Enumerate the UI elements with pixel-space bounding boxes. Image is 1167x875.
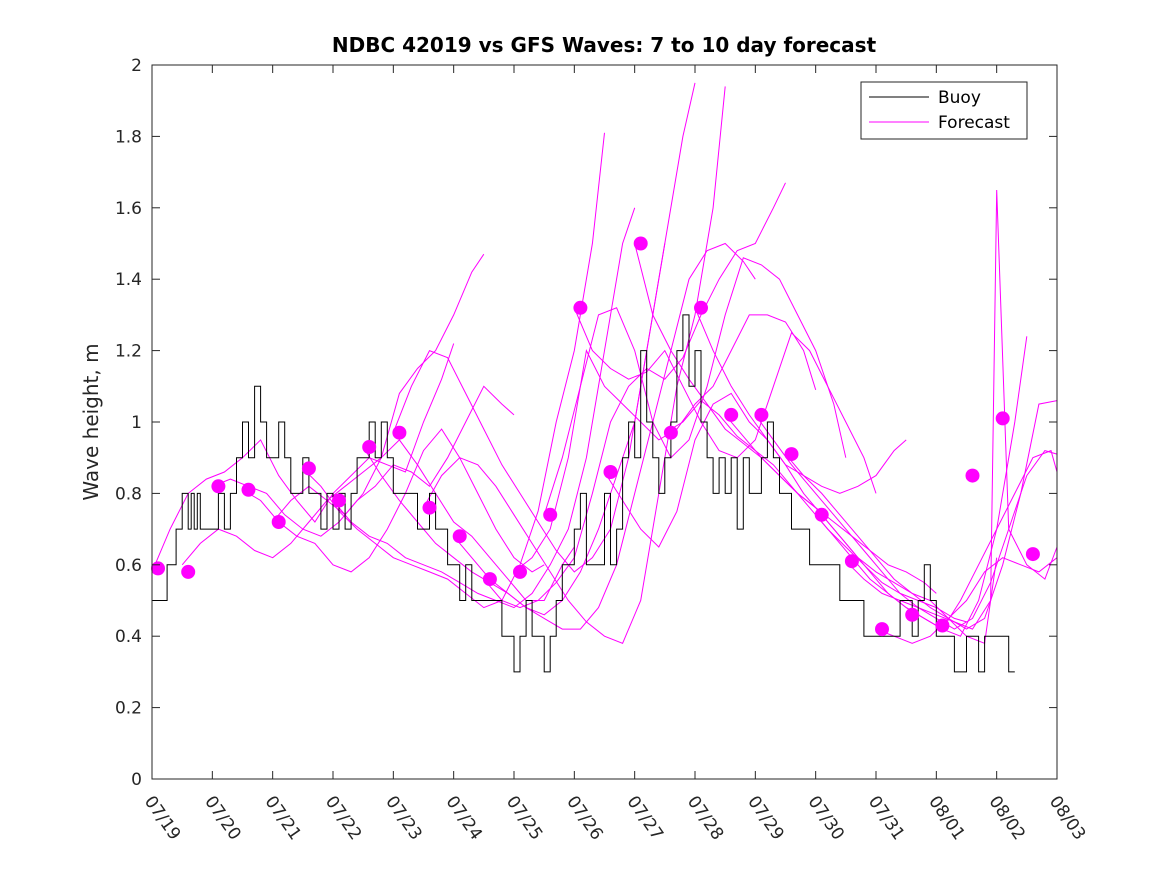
forecast-point [965, 468, 980, 483]
forecast-line [181, 253, 485, 566]
forecast-point [754, 407, 769, 422]
forecast-line [392, 82, 696, 573]
forecast-point [362, 440, 377, 454]
forecast-point [663, 425, 678, 440]
forecast-point [211, 479, 226, 494]
forecast-point [784, 447, 799, 462]
y-tick-label: 1 [131, 413, 142, 433]
y-tick-label: 0.2 [115, 699, 142, 719]
legend-forecast-label: Forecast [938, 113, 1010, 133]
forecast-line [332, 207, 636, 609]
forecast-line [151, 343, 455, 573]
buoy-line [152, 314, 1015, 673]
y-tick-label: 1.8 [115, 127, 142, 147]
forecast-point [422, 500, 437, 515]
forecast-line [302, 132, 605, 609]
forecast-point [603, 465, 618, 479]
forecast-point [935, 618, 950, 633]
forecast-point [633, 236, 648, 251]
forecast-points-group [151, 236, 1040, 637]
forecast-point [513, 564, 527, 579]
forecast-line [724, 336, 1028, 637]
forecast-point [875, 622, 889, 637]
forecast-line [573, 307, 877, 494]
forecast-point [844, 554, 859, 569]
forecast-point [573, 300, 588, 315]
plot-area [152, 65, 1057, 779]
y-tick-label: 1.4 [115, 270, 142, 290]
forecast-point [995, 411, 1010, 426]
forecast-line [845, 189, 1058, 630]
y-tick-label: 0.6 [115, 556, 142, 576]
forecast-line [483, 182, 786, 609]
y-tick-label: 2 [131, 56, 142, 76]
forecast-point [271, 515, 286, 529]
forecast-point [694, 300, 708, 315]
forecast-point [332, 493, 346, 508]
forecast-line [604, 392, 907, 548]
buoy-line-group [152, 314, 1015, 673]
forecast-point [392, 425, 407, 440]
y-axis-label: Wave height, m [79, 343, 103, 500]
y-tick-label: 1.6 [115, 199, 142, 219]
y-tick-label: 0.8 [115, 484, 142, 504]
y-tick-label: 0.4 [115, 627, 142, 647]
forecast-point [301, 461, 316, 476]
forecast-point [905, 607, 920, 622]
legend: Buoy Forecast [860, 81, 1028, 140]
forecast-line [423, 86, 726, 644]
forecast-point [181, 564, 196, 579]
forecast-point [482, 572, 497, 587]
forecast-point [452, 529, 467, 544]
y-tick-label: 1.2 [115, 342, 142, 362]
forecast-point [1025, 547, 1040, 562]
forecast-line [543, 257, 847, 515]
forecast-line [212, 385, 515, 537]
forecast-point [543, 507, 558, 522]
forecast-line [875, 557, 1058, 644]
y-tick-label: 0 [131, 770, 142, 790]
forecast-point [814, 507, 829, 522]
forecast-point [724, 407, 739, 422]
y-axis: 0 0.2 0.4 0.6 0.8 1 1.2 1.4 1.6 1.8 2 [115, 56, 1057, 790]
forecast-point [151, 561, 165, 576]
forecast-point [241, 482, 256, 497]
chart-title: NDBC 42019 vs GFS Waves: 7 to 10 day for… [332, 33, 877, 57]
legend-box [860, 81, 1028, 140]
legend-buoy-label: Buoy [938, 88, 981, 108]
forecast-line [242, 428, 545, 573]
forecast-line [453, 242, 756, 630]
